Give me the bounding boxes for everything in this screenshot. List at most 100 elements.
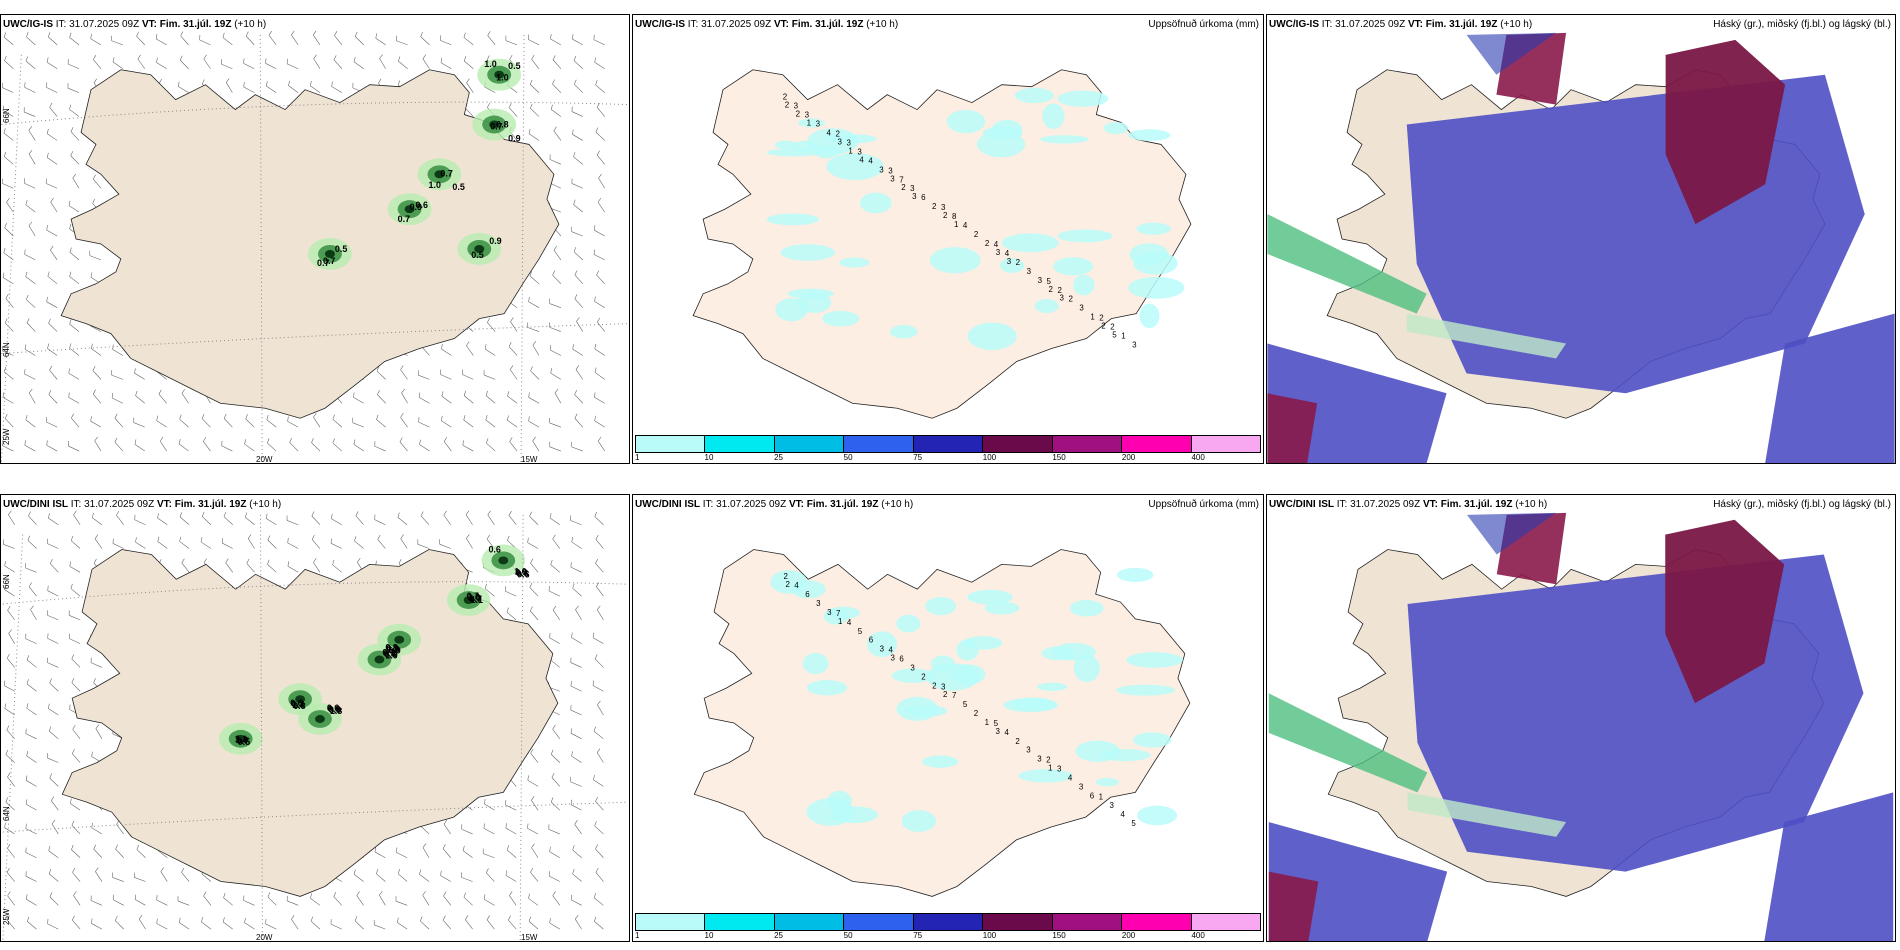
panel-header: UWC/IG-IS IT: 31.07.2025 09Z VT: Fim. 31… bbox=[1269, 19, 1533, 30]
precip-value-label: 6 bbox=[1090, 791, 1095, 800]
colorbar-tick: 400 bbox=[1191, 453, 1205, 462]
precip-value-label: 2 bbox=[1058, 286, 1063, 295]
precip-value-label: 3 bbox=[879, 165, 884, 174]
precip-value-label: 7 bbox=[899, 175, 904, 184]
precip-value-label: 2 bbox=[932, 681, 936, 690]
wind-value-label: 1.1 bbox=[235, 734, 247, 744]
precip-value-label: 3 bbox=[1079, 304, 1084, 313]
precip-value-label: 1 bbox=[1099, 792, 1104, 801]
wind-precip-map: 0.61.10.91.00.8 1.80.50.60.71.00.61.4 0.90… bbox=[2, 510, 628, 941]
colorbar-tick: 400 bbox=[1191, 931, 1205, 940]
wind-value-label: 1.0 bbox=[428, 180, 440, 190]
wind-value-label: 0.7 bbox=[237, 736, 249, 746]
precip-map-panel-row2: UWC/DINI ISL IT: 31.07.2025 09Z VT: Fim.… bbox=[632, 494, 1264, 942]
precip-value-label: 3 bbox=[1026, 746, 1031, 755]
precip-value-label: 1 bbox=[848, 146, 853, 155]
colorbar-swatch bbox=[705, 436, 775, 452]
precip-value-label: 2 bbox=[974, 709, 978, 718]
wind-value-label: 0.9 bbox=[489, 236, 501, 246]
precip-value-label: 2 bbox=[932, 202, 937, 211]
wind-value-label: 0.6 bbox=[290, 698, 302, 708]
precip-value-label: 3 bbox=[941, 682, 946, 691]
precip-value-label: 3 bbox=[1038, 276, 1043, 285]
panel-header: UWC/DINI ISL IT: 31.07.2025 09Z VT: Fim.… bbox=[1269, 499, 1548, 510]
colorbar-tick: 75 bbox=[913, 453, 923, 462]
colorbar-swatch bbox=[983, 436, 1053, 452]
precip-colorbar: 1 10 25 50 75 100 150 200 400 bbox=[635, 435, 1261, 462]
precip-value-label: 3 bbox=[1110, 801, 1115, 810]
precip-value-label: 2 bbox=[1101, 322, 1106, 331]
lon-label-20w: 20W bbox=[256, 455, 273, 464]
colorbar-tick: 25 bbox=[774, 453, 784, 462]
lon-label-15w: 15W bbox=[521, 933, 538, 942]
colorbar-tick: 75 bbox=[913, 931, 923, 940]
precip-value-label: 4 bbox=[963, 221, 968, 230]
precip-map-panel-row1: UWC/IG-IS IT: 31.07.2025 09Z VT: Fim. 31… bbox=[632, 14, 1264, 464]
colorbar-swatch bbox=[844, 914, 914, 930]
precip-value-label: 5 bbox=[963, 700, 968, 709]
wind-map-panel-row2: UWC/DINI ISL IT: 31.07.2025 09Z VT: Fim.… bbox=[0, 494, 630, 942]
precip-value-label: 1 bbox=[1048, 764, 1053, 773]
wind-value-label: 0.7 bbox=[323, 256, 335, 266]
wind-value-label: 0.5 bbox=[383, 649, 395, 659]
precip-value-label: 3 bbox=[827, 608, 832, 617]
precip-value-label: 4 bbox=[1120, 810, 1125, 819]
precip-value-label: 1 bbox=[838, 617, 843, 626]
wind-value-label: 0.7 bbox=[440, 168, 452, 178]
wind-value-label: 0.7 bbox=[490, 121, 502, 131]
precip-value-label: 4 bbox=[794, 581, 799, 590]
precip-value-label: 3 bbox=[794, 102, 799, 111]
cloud-title: Háský (gr.), miðský (fj.bl.) og lágský (… bbox=[1713, 499, 1891, 510]
precip-value-label: 2 bbox=[1016, 258, 1021, 267]
lon-label-20w: 20W bbox=[256, 933, 273, 942]
lat-label-64n: 64N bbox=[2, 342, 11, 357]
wind-value-label: 0.8 bbox=[385, 643, 397, 653]
wind-value-label: 0.5 bbox=[335, 244, 347, 254]
precip-value-label: 3 bbox=[890, 174, 895, 183]
wind-value-label: 1.0 bbox=[469, 593, 481, 603]
colorbar-swatch bbox=[1052, 914, 1123, 930]
wind-value-label: 1.6 bbox=[236, 735, 248, 745]
precip-value-label: 2 bbox=[974, 230, 979, 239]
colorbar-swatch bbox=[983, 914, 1053, 930]
precip-value-label: 2 bbox=[785, 101, 790, 110]
precip-value-label: 3 bbox=[816, 120, 821, 129]
lat-label-64n: 64N bbox=[2, 806, 11, 821]
precip-value-label: 3 bbox=[891, 654, 896, 663]
precip-value-label: 3 bbox=[910, 663, 915, 672]
precip-value-label: 4 bbox=[859, 155, 864, 164]
colorbar-tick: 200 bbox=[1121, 931, 1136, 940]
wind-value-label: 0.7 bbox=[467, 591, 479, 601]
wind-value-label: 0.7 bbox=[398, 214, 410, 224]
wind-value-label: 0.8 bbox=[293, 701, 305, 711]
colorbar-tick: 150 bbox=[1052, 453, 1066, 462]
cloud-map-panel-row1: UWC/IG-IS IT: 31.07.2025 09Z VT: Fim. 31… bbox=[1266, 14, 1896, 464]
precip-value-label: 3 bbox=[805, 111, 810, 120]
precip-value-label: 2 bbox=[1015, 737, 1019, 746]
precip-value-label: 4 bbox=[994, 240, 999, 249]
wind-value-label: 1.0 bbox=[496, 73, 508, 83]
wind-value-label: 0.6 bbox=[328, 704, 340, 714]
colorbar-tick: 1 bbox=[635, 931, 640, 940]
wind-value-label: 1.1 bbox=[471, 595, 483, 605]
colorbar-swatch bbox=[1191, 914, 1260, 930]
wind-value-label: 1.4 bbox=[292, 700, 304, 710]
precip-value-label: 3 bbox=[996, 727, 1001, 736]
wind-value-label: 0.7 bbox=[382, 648, 394, 658]
panel-header: UWC/DINI ISL IT: 31.07.2025 09Z VT: Fim.… bbox=[3, 499, 282, 510]
precip-value-label: 2 bbox=[783, 93, 788, 102]
wind-value-label: 0.9 bbox=[388, 646, 400, 656]
precip-value-label: 3 bbox=[1060, 294, 1065, 303]
colorbar-tick: 10 bbox=[704, 453, 714, 462]
precip-value-label: 3 bbox=[888, 166, 893, 175]
colorbar-swatch bbox=[705, 914, 775, 930]
precip-value-label: 6 bbox=[899, 655, 904, 664]
wind-value-label: 1.0 bbox=[514, 566, 526, 576]
precip-value-label: 2 bbox=[796, 110, 801, 119]
colorbar-swatch bbox=[1122, 914, 1192, 930]
cloud-map bbox=[1268, 512, 1894, 941]
precip-value-label: 1 bbox=[985, 718, 990, 727]
wind-value-label: 1.0 bbox=[468, 592, 480, 602]
colorbar-swatch bbox=[844, 436, 914, 452]
lat-label-66n: 66N bbox=[2, 108, 11, 123]
